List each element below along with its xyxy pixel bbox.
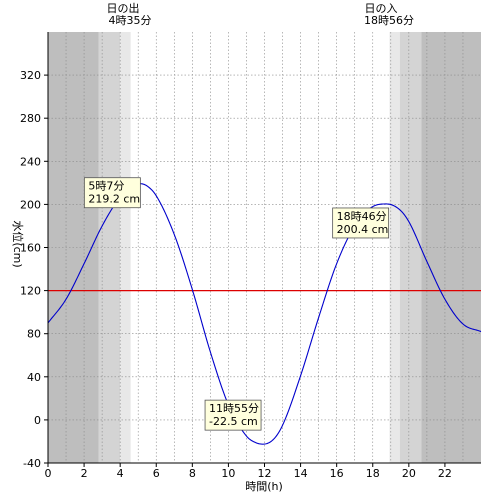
tick-labels: -40 0 40 80 120 160 200 240 280 320 0 2 4 6 8 10 12 14 16 1… [20, 69, 452, 480]
sun-labels: 日の出 4時35分 日の入 18時56分 [107, 1, 415, 27]
x-tick-label: 16 [330, 467, 344, 480]
y-tick-label: 80 [27, 328, 41, 341]
y-tick-label: 320 [20, 69, 41, 82]
y-axis-label: 水位(cm) [11, 220, 25, 267]
x-tick-label: 10 [221, 467, 235, 480]
callout-box [332, 207, 390, 239]
x-tick-label: 8 [189, 467, 196, 480]
band-twilight-4 [399, 32, 422, 463]
x-tick-label: 22 [438, 467, 452, 480]
sunset-time: 18時56分 [364, 14, 414, 27]
x-tick-label: 14 [294, 467, 308, 480]
band-twilight-1 [98, 32, 121, 463]
sunrise-time: 4時35分 [109, 14, 152, 27]
y-tick-label: 200 [20, 198, 41, 211]
x-tick-label: 12 [258, 467, 272, 480]
y-tick-label: 280 [20, 112, 41, 125]
y-tick-label: 40 [27, 371, 41, 384]
axes [44, 32, 481, 467]
y-tick-label: 120 [20, 285, 41, 298]
callout-value: -22.5 cm [209, 415, 258, 428]
x-tick-label: 20 [402, 467, 416, 480]
x-tick-label: 2 [81, 467, 88, 480]
y-tick-label: 240 [20, 155, 41, 168]
callout-time: 18時46分 [337, 210, 387, 223]
y-tick-label: 0 [34, 414, 41, 427]
x-axis-label: 時間(h) [245, 480, 283, 493]
callout-low-1: 11時55分-22.5 cm [204, 399, 262, 431]
sunrise-label: 日の出 [107, 1, 140, 15]
y-tick-label: 160 [20, 242, 41, 255]
callout-box [204, 399, 262, 431]
callout-value: 219.2 cm [88, 193, 140, 206]
callout-time: 5時7分 [88, 180, 124, 193]
callout-box [83, 177, 141, 209]
x-tick-label: 0 [45, 467, 52, 480]
x-tick-label: 18 [366, 467, 380, 480]
callout-time: 11時55分 [209, 402, 259, 415]
callout-value: 200.4 cm [337, 223, 389, 236]
y-tick-label: -40 [23, 457, 41, 470]
sunset-label: 日の入 [365, 2, 398, 15]
x-tick-label: 4 [117, 467, 124, 480]
x-tick-label: 6 [153, 467, 160, 480]
